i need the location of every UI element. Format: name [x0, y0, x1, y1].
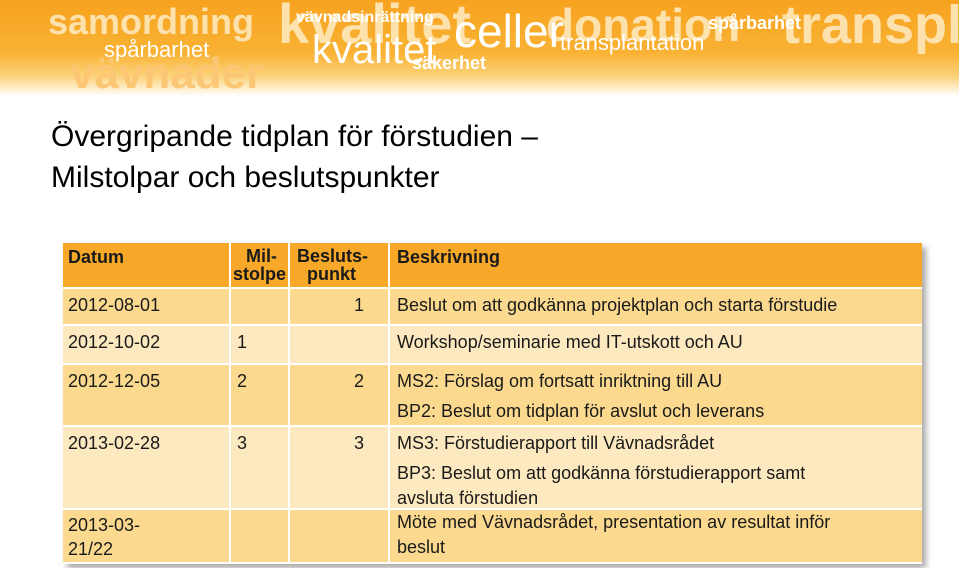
- description-line: BP3: Beslut om att godkänna förstudierap…: [397, 463, 806, 483]
- cell-beskrivning: MS2: Förslag om fortsatt inriktning till…: [388, 365, 922, 427]
- description-line: MS3: Förstudierapport till Vävnadsrådet: [397, 433, 715, 453]
- table-row: 2012-08-01 1 Beslut om att godkänna proj…: [63, 289, 922, 326]
- cell-beskrivning: Möte med Vävnadsrådet, presentation av r…: [388, 510, 922, 564]
- banner-word: spårbarhet: [708, 13, 802, 33]
- cell-datum: 2012-10-02: [63, 326, 229, 365]
- header-beslutspunkt-line-2: punkt: [307, 264, 356, 284]
- cell-milstolpe: 2: [229, 365, 288, 427]
- header-beskrivning: Beskrivning: [388, 243, 922, 289]
- cell-milstolpe: 1: [229, 326, 288, 365]
- description-line: beslut: [397, 537, 446, 557]
- cell-beskrivning: Workshop/seminarie med IT-utskott och AU: [388, 326, 922, 365]
- banner-word: celler: [454, 5, 564, 57]
- header-beslutspunkt-line-1: Besluts-: [297, 246, 369, 266]
- description-line: Beslut om att godkänna projektplan och s…: [397, 295, 838, 315]
- header-beslutspunkt: Besluts- punkt: [288, 243, 388, 289]
- table-row: 2012-10-02 1 Workshop/seminarie med IT-u…: [63, 326, 922, 365]
- cell-milstolpe: [229, 289, 288, 326]
- banner-word: transpl: [782, 0, 959, 55]
- cell-beslutspunkt: 2: [288, 365, 388, 427]
- cell-milstolpe: [229, 510, 288, 564]
- banner-word: transplantation: [560, 30, 705, 55]
- cell-beslutspunkt: 3: [288, 427, 388, 510]
- header-milstolpe: Mil- stolpe: [229, 243, 288, 289]
- slide-title: Övergripande tidplan för förstudien – Mi…: [51, 116, 538, 198]
- banner-word: vävnadsinrättning: [296, 9, 434, 26]
- table-row: 2013-02-28 3 3 MS3: Förstudierapport til…: [63, 427, 922, 510]
- header-milstolpe-line-1: Mil-: [246, 246, 277, 266]
- cell-datum: 2012-12-05: [63, 365, 229, 427]
- table-row: 2013-03- 21/22 Möte med Vävnadsrådet, pr…: [63, 510, 922, 564]
- cell-datum-line-1: 2013-03-: [68, 515, 141, 535]
- banner-word: kvalitet: [312, 28, 437, 72]
- banner-word: spårbarhet: [104, 37, 210, 62]
- description-line: MS2: Förslag om fortsatt inriktning till…: [397, 371, 723, 391]
- cell-datum: 2013-03- 21/22: [63, 510, 229, 564]
- cell-beskrivning: Beslut om att godkänna projektplan och s…: [388, 289, 922, 326]
- cell-beslutspunkt: [288, 326, 388, 365]
- slide-title-line-1: Övergripande tidplan för förstudien –: [51, 120, 538, 153]
- description-line: BP2: Beslut om tidplan för avslut och le…: [397, 401, 765, 421]
- cell-datum: 2012-08-01: [63, 289, 229, 326]
- cell-datum-line-2: 21/22: [68, 539, 114, 559]
- header-milstolpe-line-2: stolpe: [232, 264, 286, 284]
- cell-milstolpe: 3: [229, 427, 288, 510]
- schedule-table: Datum Mil- stolpe Besluts- punkt Beskriv…: [63, 243, 922, 564]
- banner-word: vävnader: [70, 49, 264, 96]
- table-header-row: Datum Mil- stolpe Besluts- punkt Beskriv…: [63, 243, 922, 289]
- banner-word: kvalitet: [278, 0, 471, 55]
- banner-word: säkerhet: [412, 53, 487, 73]
- description-line: Workshop/seminarie med IT-utskott och AU: [397, 332, 743, 352]
- description-line: Möte med Vävnadsrådet, presentation av r…: [397, 512, 831, 532]
- header-datum: Datum: [63, 243, 229, 289]
- cell-beslutspunkt: [288, 510, 388, 564]
- slide-title-line-2: Milstolpar och beslutspunkter: [51, 161, 440, 194]
- cell-beskrivning: MS3: Förstudierapport till Vävnadsrådet …: [388, 427, 922, 510]
- banner-word: donation: [546, 0, 741, 51]
- cell-beslutspunkt: 1: [288, 289, 388, 326]
- banner-word: samordning: [48, 1, 255, 42]
- header-banner: kvalitet donation transpl vävnader samor…: [0, 0, 959, 96]
- description-line: avsluta förstudien: [397, 488, 539, 508]
- cell-datum: 2013-02-28: [63, 427, 229, 510]
- table-row: 2012-12-05 2 2 MS2: Förslag om fortsatt …: [63, 365, 922, 427]
